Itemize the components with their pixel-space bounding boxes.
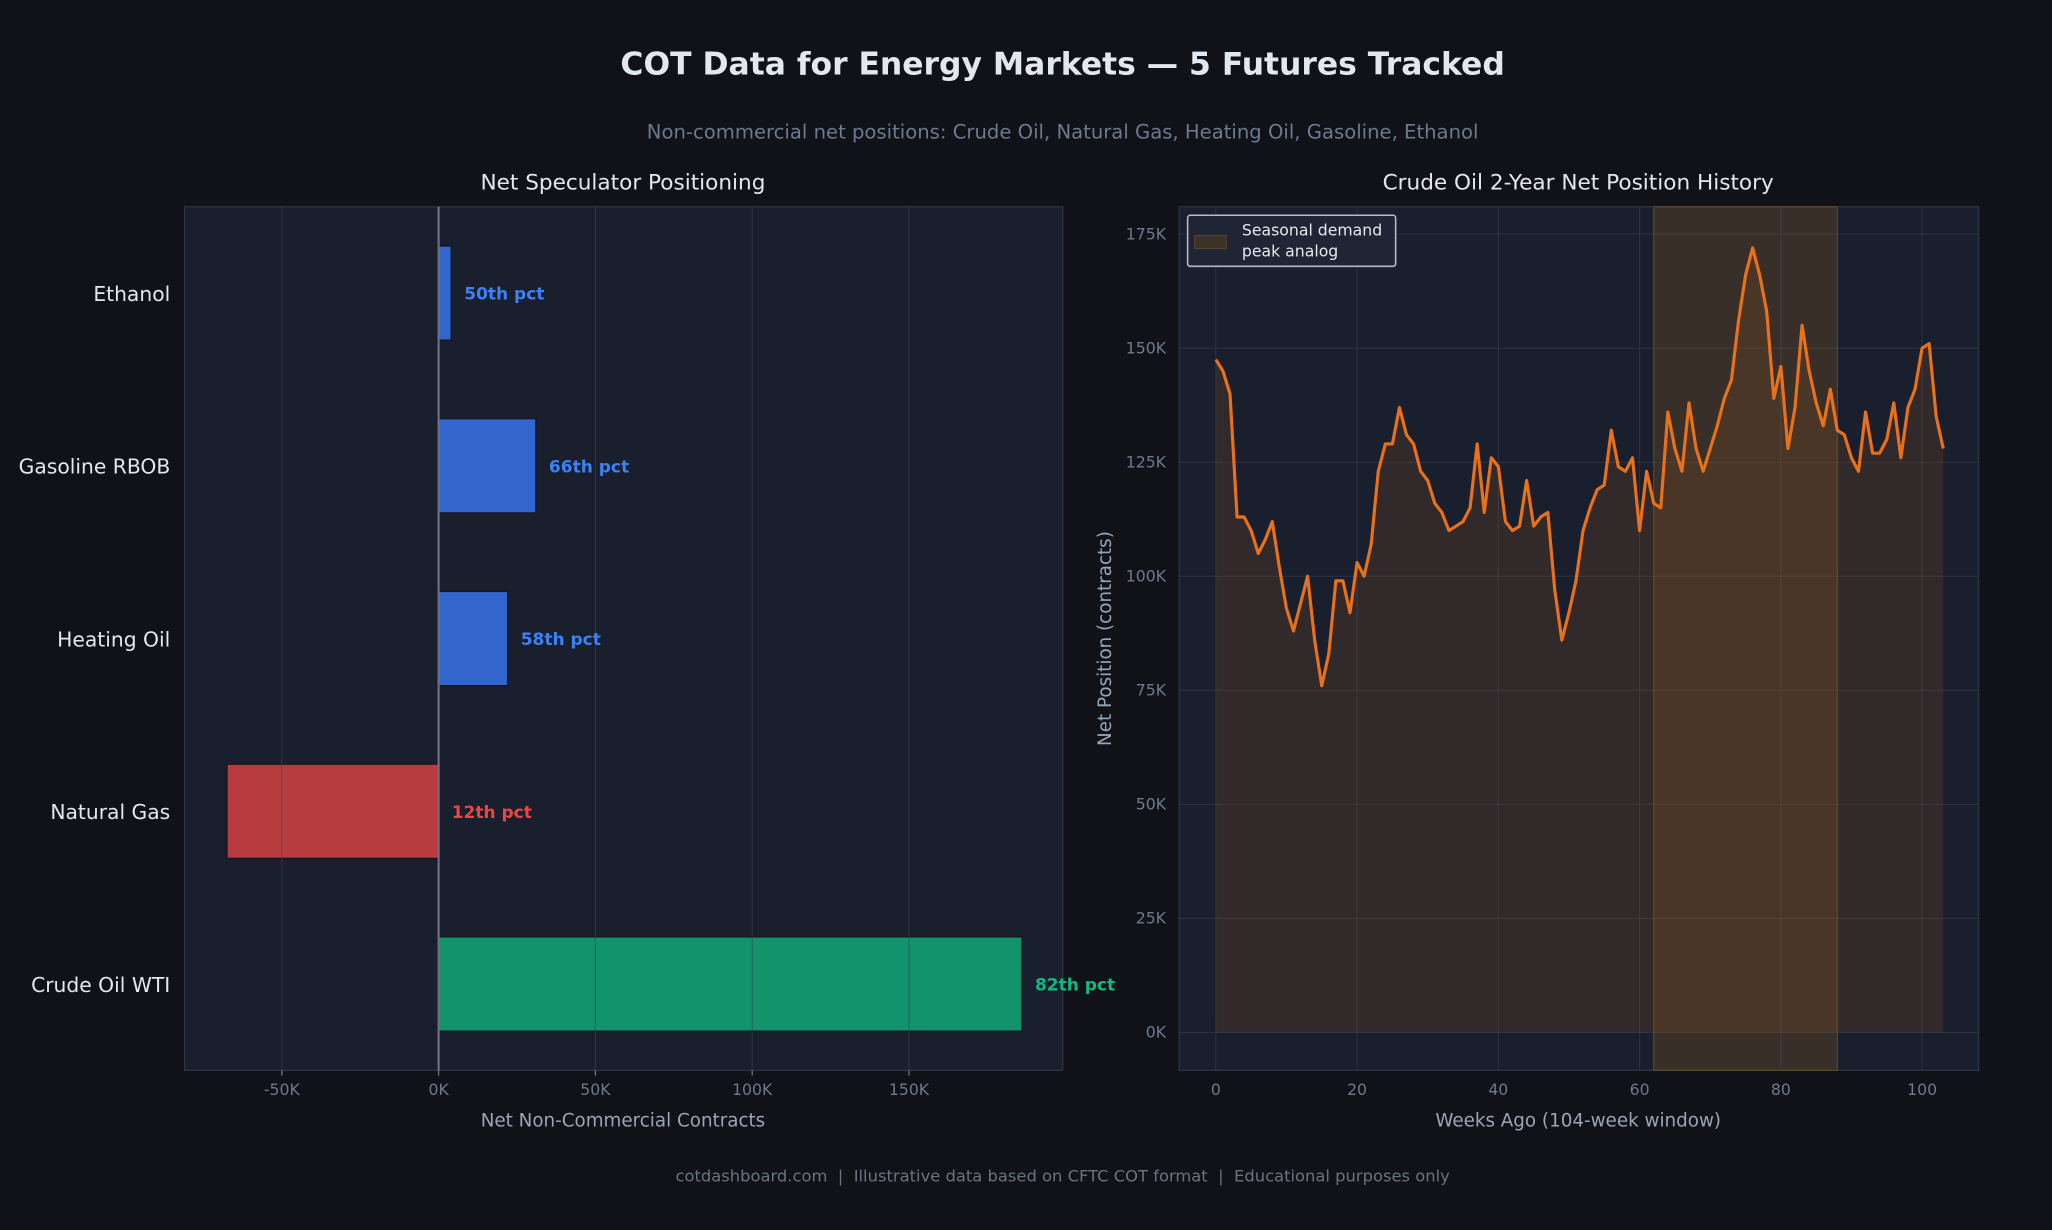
y-tick-label: Heating Oil (57, 627, 170, 651)
history-plot-area (1178, 206, 1980, 1072)
y-tick-label: 75K (1136, 681, 1167, 700)
history-chart: Crude Oil 2-Year Net Position History 0 2… (1095, 171, 1980, 1132)
seasonal-peak-span (1653, 206, 1838, 1071)
x-tick-label: 60 (1630, 1080, 1650, 1099)
x-tick-label: 20 (1347, 1080, 1367, 1099)
history-y-axis-label: Net Position (contracts) (1095, 531, 1116, 746)
y-tick-label: Ethanol (93, 282, 170, 306)
positioning-chart-title: Net Speculator Positioning (481, 171, 766, 196)
data-label: 58th pct (521, 630, 601, 650)
x-tick-label: 0K (428, 1080, 449, 1099)
figure-subtitle: Non-commercial net positions: Crude Oil,… (647, 121, 1479, 144)
legend-label-line2: peak analog (1242, 241, 1338, 260)
area-fill (1215, 247, 1944, 1033)
net-position-line (1214, 246, 1945, 688)
y-tick-label: 0K (1146, 1023, 1167, 1042)
y-tick-label: 150K (1126, 338, 1167, 357)
legend-box (1186, 214, 1397, 268)
data-label: 50th pct (464, 285, 544, 305)
y-tick-label: 100K (1126, 567, 1167, 586)
y-tick-label: Crude Oil WTI (31, 973, 170, 997)
y-tick-label: Gasoline RBOB (19, 455, 171, 479)
history-x-axis-label: Weeks Ago (104-week window) (1435, 1111, 1721, 1132)
legend: Seasonal demand peak analog (1186, 214, 1397, 268)
y-tick-label: 50K (1136, 795, 1167, 814)
bar-ethanol (437, 245, 452, 341)
data-label: 12th pct (452, 803, 532, 823)
positioning-plot-area (183, 206, 1064, 1072)
x-tick-label: 100K (732, 1080, 773, 1099)
figure-title: COT Data for Energy Markets — 5 Futures … (620, 47, 1504, 83)
legend-label-line1: Seasonal demand (1242, 221, 1382, 240)
x-tick-label: 40 (1488, 1080, 1508, 1099)
x-tick-label: -50K (264, 1080, 301, 1099)
bar-gasoline-rbob (437, 418, 537, 514)
legend-swatch (1194, 235, 1227, 250)
x-tick-label: 150K (889, 1080, 930, 1099)
history-chart-title: Crude Oil 2-Year Net Position History (1383, 171, 1774, 196)
footer-text: cotdashboard.com | Illustrative data bas… (675, 1167, 1450, 1186)
x-tick-label: 80 (1771, 1080, 1791, 1099)
data-label: 66th pct (549, 457, 629, 477)
y-tick-label: 25K (1136, 909, 1167, 928)
bar-heating-oil (437, 590, 509, 687)
x-tick-label: 100 (1907, 1080, 1937, 1099)
y-tick-label: 125K (1126, 452, 1167, 471)
positioning-x-axis-label: Net Non-Commercial Contracts (481, 1111, 766, 1132)
y-tick-label: Natural Gas (50, 800, 170, 824)
positioning-chart: Net Speculator Positioning Ethanol 50th p… (19, 171, 1115, 1132)
y-tick-label: 175K (1126, 224, 1167, 243)
x-tick-label: 50K (580, 1080, 611, 1099)
bar-crude-oil-wti (437, 936, 1023, 1032)
data-label: 82th pct (1035, 976, 1115, 996)
x-tick-label: 0 (1211, 1080, 1221, 1099)
bar-natural-gas (226, 763, 440, 860)
